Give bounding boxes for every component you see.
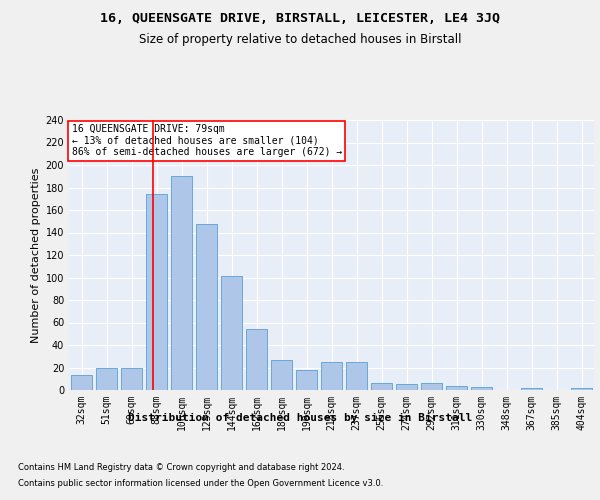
Bar: [146, 194, 167, 390]
Bar: [121, 368, 142, 390]
Bar: [521, 388, 542, 390]
Text: 16 QUEENSGATE DRIVE: 79sqm
← 13% of detached houses are smaller (104)
86% of sem: 16 QUEENSGATE DRIVE: 79sqm ← 13% of deta…: [71, 124, 342, 157]
Bar: [421, 383, 442, 390]
Bar: [296, 370, 317, 390]
Bar: [396, 384, 417, 390]
Bar: [346, 362, 367, 390]
Y-axis label: Number of detached properties: Number of detached properties: [31, 168, 41, 342]
Bar: [196, 224, 217, 390]
Bar: [471, 386, 492, 390]
Bar: [171, 176, 192, 390]
Bar: [271, 360, 292, 390]
Bar: [371, 383, 392, 390]
Bar: [321, 362, 342, 390]
Text: Contains HM Land Registry data © Crown copyright and database right 2024.: Contains HM Land Registry data © Crown c…: [18, 462, 344, 471]
Text: Distribution of detached houses by size in Birstall: Distribution of detached houses by size …: [128, 412, 472, 422]
Bar: [71, 376, 92, 390]
Bar: [246, 329, 267, 390]
Bar: [96, 368, 117, 390]
Text: Contains public sector information licensed under the Open Government Licence v3: Contains public sector information licen…: [18, 479, 383, 488]
Bar: [571, 388, 592, 390]
Text: Size of property relative to detached houses in Birstall: Size of property relative to detached ho…: [139, 32, 461, 46]
Bar: [446, 386, 467, 390]
Bar: [221, 276, 242, 390]
Text: 16, QUEENSGATE DRIVE, BIRSTALL, LEICESTER, LE4 3JQ: 16, QUEENSGATE DRIVE, BIRSTALL, LEICESTE…: [100, 12, 500, 26]
